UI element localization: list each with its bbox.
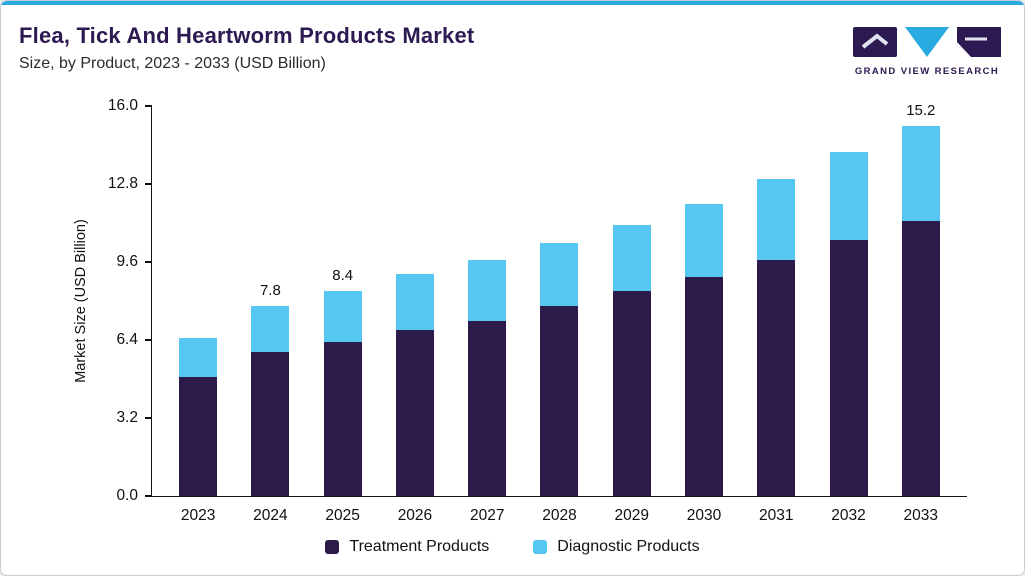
legend-item: Diagnostic Products [533,538,700,556]
x-tick-label: 2030 [686,507,722,524]
bar-group: 2028 [523,106,595,524]
page-subtitle: Size, by Product, 2023 - 2033 (USD Billi… [19,55,326,72]
bar-stack-2025 [323,291,362,496]
y-tick-mark [145,339,152,341]
bar-group: 2026 [379,106,451,524]
y-tick-label: 9.6 [116,253,138,270]
diagnostic-bar-segment [684,203,723,277]
y-tick-mark [145,105,152,107]
bar-stack-2026 [395,274,434,496]
bar-group: 15.2 2033 [885,102,957,524]
bar-stack-2030 [684,203,723,496]
bar-group: 2027 [451,106,523,524]
bar-group: 8.4 2025 [307,106,379,524]
logo-text: GRAND VIEW RESEARCH [854,66,1000,77]
bar-group: 2030 [668,106,740,524]
treatment-bar-segment [251,352,290,496]
x-tick-label: 2027 [469,507,505,524]
plot-area: 0.0 3.2 6.4 9.6 12.8 16.0 2023 7.8 2024 8.4 2025 20… [108,97,967,524]
diagnostic-bar-segment [612,225,651,292]
bar-stack-2023 [179,337,218,496]
x-tick-label: 2029 [614,507,649,524]
top-accent-line [1,1,1024,5]
legend: Treatment Products Diagnostic Products [1,538,1024,556]
legend-label: Diagnostic Products [557,538,700,555]
x-tick-label: 2028 [542,507,577,524]
bar-stack-2032 [829,152,868,496]
bar-group: 2032 [812,106,884,524]
diagnostic-bar-segment [757,179,796,260]
x-tick-label: 2026 [397,507,433,524]
y-tick-label: 0.0 [116,487,138,504]
legend-item: Treatment Products [325,538,489,556]
bar-group: 2031 [740,106,812,524]
x-tick-label: 2025 [325,507,360,524]
treatment-bar-segment [540,305,579,496]
bar-stack-2028 [540,242,579,496]
diagnostic-bar-segment [468,259,507,321]
treatment-bar-segment [757,259,796,496]
bar-group: 7.8 2024 [234,106,306,524]
legend-label: Treatment Products [349,538,490,555]
x-tick-label: 2031 [759,507,794,524]
y-tick-mark [145,261,152,263]
y-tick-label: 12.8 [107,175,138,192]
treatment-bar-segment [612,291,651,496]
treatment-bar-segment [901,220,940,496]
treatment-bar-segment [829,240,868,496]
bar-value-label: 8.4 [332,267,354,285]
bar-value-label: 7.8 [259,281,281,299]
diagnostic-bar-segment [901,125,940,221]
bar-stack-2033 [901,125,940,496]
logo-mark [853,27,1001,57]
x-tick-label: 2024 [253,507,288,524]
diagnostic-bar-segment [179,337,218,377]
treatment-bar-segment [323,342,362,496]
x-tick-label: 2032 [831,507,866,524]
y-tick-label: 3.2 [116,409,138,426]
bar-value-label: 15.2 [906,101,936,119]
y-tick-mark [145,183,152,185]
grand-view-research-logo: GRAND VIEW RESEARCH [852,27,1002,77]
diagnostic-bar-segment [540,242,579,306]
diagnostic-bar-segment [829,152,868,241]
legend-swatch [325,540,340,554]
x-tick-label: 2023 [180,507,216,524]
x-tick-label: 2033 [903,507,939,524]
diagnostic-bar-segment [323,291,362,343]
bar-stack-2024 [251,305,290,496]
treatment-bar-segment [684,276,723,496]
diagnostic-bar-segment [251,305,290,353]
bars-row: 2023 7.8 2024 8.4 2025 2026 2027 2028 2029 2030 20… [152,102,967,524]
y-tick-mark [145,495,152,497]
bar-stack-2031 [757,179,796,496]
bar-stack-2029 [612,225,651,496]
treatment-bar-segment [395,330,434,496]
y-tick-label: 16.0 [107,97,138,114]
diagnostic-bar-segment [395,274,434,331]
y-tick-mark [145,417,152,419]
page-title: Flea, Tick And Heartworm Products Market [19,23,475,48]
y-tick-label: 6.4 [116,331,138,348]
treatment-bar-segment [179,376,218,496]
bar-group: 2029 [596,106,668,524]
y-axis-title: Market Size (USD Billion) [73,219,89,383]
bar-group: 2023 [162,106,234,524]
bar-stack-2027 [468,259,507,496]
legend-swatch [533,540,548,554]
treatment-bar-segment [468,320,507,496]
